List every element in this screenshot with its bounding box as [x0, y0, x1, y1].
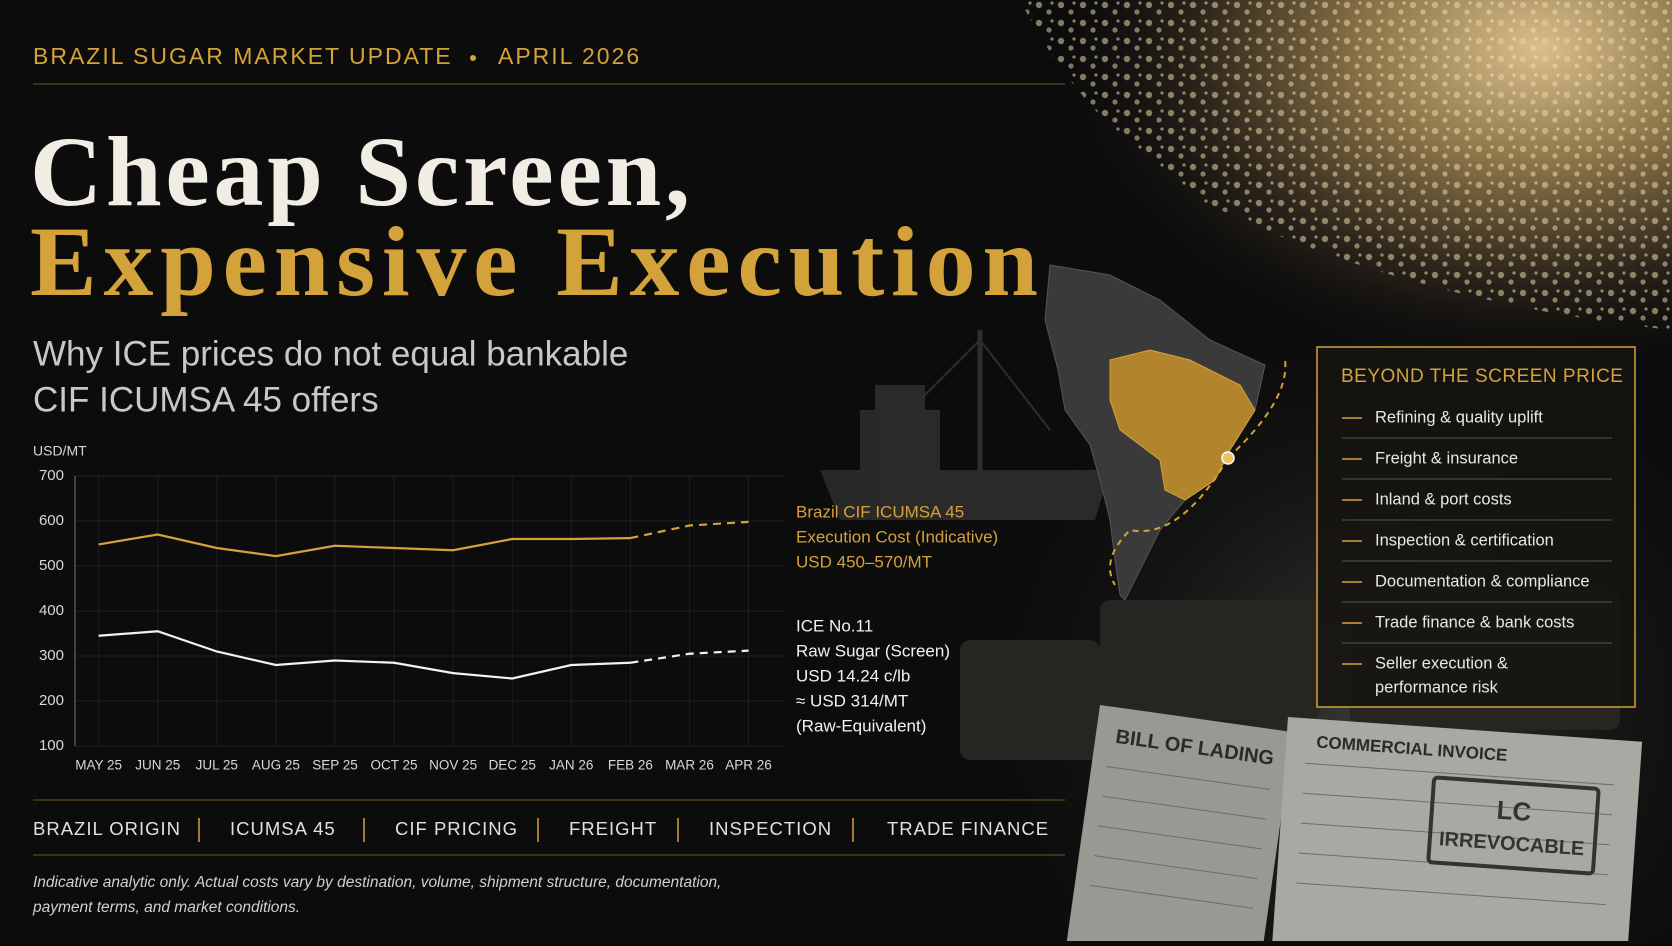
y-tick-label: 500 — [39, 557, 64, 574]
series-note: ≈ USD 314/MT — [796, 691, 908, 710]
y-tick-label: 200 — [39, 692, 64, 709]
tag: TRADE FINANCE — [887, 818, 1049, 839]
x-tick-label: SEP 25 — [312, 758, 358, 773]
y-tick-label: 400 — [39, 602, 64, 619]
series-line — [630, 649, 749, 664]
y-tick-label: 700 — [39, 467, 64, 484]
x-tick-label: AUG 25 — [252, 758, 300, 773]
x-tick-label: FEB 26 — [608, 758, 653, 773]
x-tick-label: MAY 25 — [75, 758, 122, 773]
sidebar-title: BEYOND THE SCREEN PRICE — [1341, 366, 1623, 387]
series-note: Execution Cost (Indicative) — [796, 527, 998, 546]
subtitle: Why ICE prices do not equal bankable — [33, 334, 628, 373]
sugar-grains — [1020, 0, 1672, 330]
subtitle: CIF ICUMSA 45 offers — [33, 380, 379, 419]
series-label: Brazil CIF ICUMSA 45 — [796, 502, 964, 521]
y-tick-label: 100 — [39, 737, 64, 754]
chart: 100 200 300 400 500 600 700 MAY 25 JUN 25 JUL 25 A… — [39, 467, 998, 773]
x-tick-label: JAN 26 — [549, 758, 593, 773]
title-line: Expensive Execution — [30, 206, 1038, 317]
sidebar-item: Freight & insurance — [1375, 449, 1518, 467]
y-unit: USD/MT — [33, 443, 87, 459]
x-tick-label: NOV 25 — [429, 758, 477, 773]
tag: FREIGHT — [569, 818, 657, 839]
tag: CIF PRICING — [395, 818, 518, 839]
sidebar-item: Seller execution & — [1375, 654, 1508, 672]
x-tick-label: DEC 25 — [489, 758, 536, 773]
sidebar-item: Trade finance & bank costs — [1375, 613, 1574, 631]
sidebar-item: Refining & quality uplift — [1375, 408, 1543, 426]
left-shade — [0, 0, 900, 941]
series-note: (Raw-Equivalent) — [796, 716, 926, 735]
disclaimer: payment terms, and market conditions. — [32, 899, 300, 916]
x-tick-label: JUN 25 — [135, 758, 180, 773]
sidebar-item: Documentation & compliance — [1375, 572, 1590, 590]
bill-document: BILL OF LADING — [1063, 705, 1294, 946]
date: APRIL 2026 — [498, 43, 641, 69]
footer: Indicative analytic only. Actual costs v… — [32, 799, 1065, 916]
tag: ICUMSA 45 — [230, 818, 336, 839]
series-note: USD 14.24 c/lb — [796, 666, 910, 685]
series-note: Raw Sugar (Screen) — [796, 641, 950, 660]
series-line — [98, 533, 631, 558]
sidebar-item: Inspection & certification — [1375, 531, 1554, 549]
separator-dot — [470, 55, 476, 61]
x-tick-label: APR 26 — [725, 758, 772, 773]
series-line — [630, 520, 749, 540]
map — [1044, 264, 1287, 601]
series-label: ICE No.11 — [796, 616, 873, 635]
tag: INSPECTION — [709, 818, 832, 839]
tag: BRAZIL ORIGIN — [33, 818, 181, 839]
disclaimer: Indicative analytic only. Actual costs v… — [33, 874, 721, 891]
sidebar: BEYOND THE SCREEN PRICE Refining & quali… — [1316, 346, 1636, 708]
x-tick-label: OCT 25 — [371, 758, 418, 773]
x-tick-label: JUL 25 — [196, 758, 238, 773]
x-tick-label: MAR 26 — [665, 758, 714, 773]
sidebar-box — [1316, 346, 1636, 708]
y-tick-label: 300 — [39, 647, 64, 664]
stamp-line: LC — [1496, 795, 1533, 827]
kicker: BRAZIL SUGAR MARKET UPDATE — [33, 43, 453, 69]
sidebar-item: performance risk — [1375, 678, 1499, 696]
series-note: USD 450–570/MT — [796, 552, 932, 571]
title-line: Cheap Screen, — [30, 116, 690, 227]
sidebar-item: Inland & port costs — [1375, 490, 1512, 508]
y-tick-label: 600 — [39, 512, 64, 529]
series-line — [98, 630, 631, 680]
invoice-document: COMMERCIAL INVOICE LC IRREVOCABLE — [1271, 717, 1643, 946]
